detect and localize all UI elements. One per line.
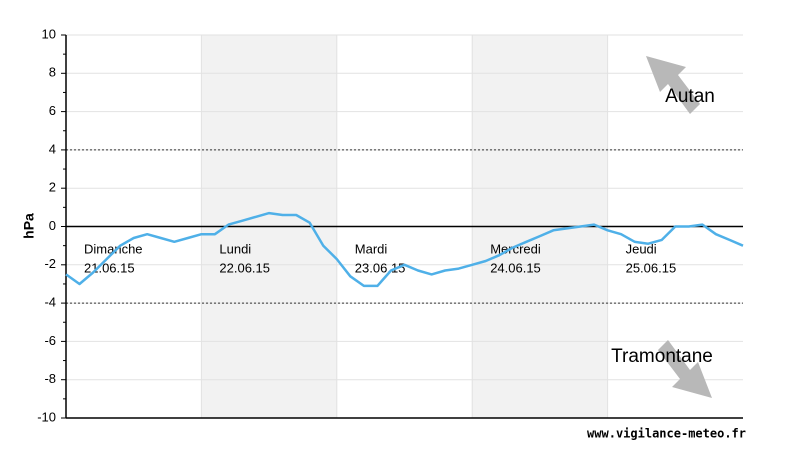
autan-arrow <box>646 56 700 114</box>
day-date: 21.06.15 <box>84 260 135 275</box>
y-tick-label: -4 <box>44 295 56 310</box>
source-label: www.vigilance-meteo.fr <box>587 427 746 441</box>
day-name: Dimanche <box>84 241 143 256</box>
y-tick-label: 2 <box>49 180 56 195</box>
y-tick-label: -10 <box>37 409 56 424</box>
y-tick-label: 8 <box>49 65 56 80</box>
day-date: 22.06.15 <box>219 260 270 275</box>
y-tick-label: 6 <box>49 103 56 118</box>
y-tick-label: -8 <box>44 371 56 386</box>
day-name: Lundi <box>219 241 251 256</box>
autan-label: Autan <box>665 86 715 107</box>
day-date: 23.06.15 <box>355 260 406 275</box>
y-tick-label: 4 <box>49 141 56 156</box>
day-name: Jeudi <box>626 241 657 256</box>
tramontane-arrow <box>658 340 712 398</box>
y-tick-label: -6 <box>44 333 56 348</box>
day-name: Mercredi <box>490 241 541 256</box>
y-tick-label: 10 <box>42 26 56 41</box>
day-name: Mardi <box>355 241 388 256</box>
y-axis-label: hPa <box>21 213 37 239</box>
tramontane-label: Tramontane <box>611 346 713 367</box>
y-tick-label: -2 <box>44 256 56 271</box>
day-date: 24.06.15 <box>490 260 541 275</box>
data-line <box>65 211 744 288</box>
y-tick-label: 0 <box>49 218 56 233</box>
day-date: 25.06.15 <box>626 260 677 275</box>
